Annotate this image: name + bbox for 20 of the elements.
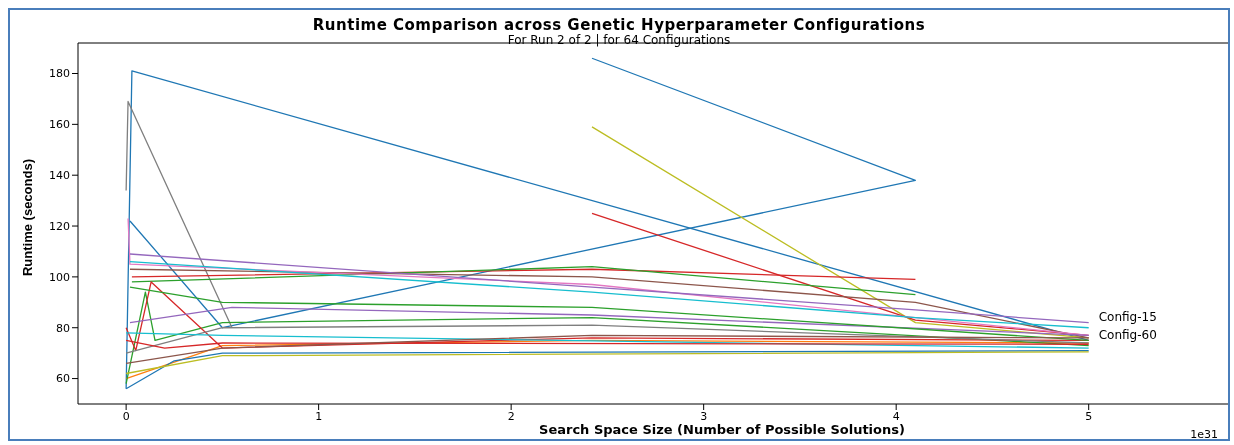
x-tick-label: 1 [315, 409, 323, 423]
x-tick-label: 0 [122, 409, 130, 423]
x-tick-label: 5 [1085, 409, 1093, 423]
series-label: Config-15 [1098, 309, 1157, 324]
y-tick-label: 160 [49, 118, 70, 132]
text: 1e31 [1190, 428, 1218, 441]
y-tick-label: 100 [49, 270, 70, 284]
y-tick-label: 60 [56, 372, 70, 386]
chart-title: Runtime Comparison across Genetic Hyperparameter Configurations [311, 16, 927, 34]
y-tick-label: 80 [56, 321, 70, 335]
y-tick-label: 180 [49, 67, 70, 81]
x-axis-title: Search Space Size (Number of Possible Solutions) [538, 422, 906, 437]
x-tick-label: 3 [700, 409, 708, 423]
series-label: Config-60 [1098, 327, 1157, 342]
y-axis-title: Runtime (seconds) [19, 158, 35, 278]
x-tick-label: 4 [892, 409, 900, 423]
y-tick-label: 140 [49, 169, 70, 183]
chart-subtitle: For Run 2 of 2 | for 64 Configurations [506, 33, 731, 47]
y-tick-label: 120 [49, 219, 70, 233]
x-tick-label: 2 [507, 409, 515, 423]
